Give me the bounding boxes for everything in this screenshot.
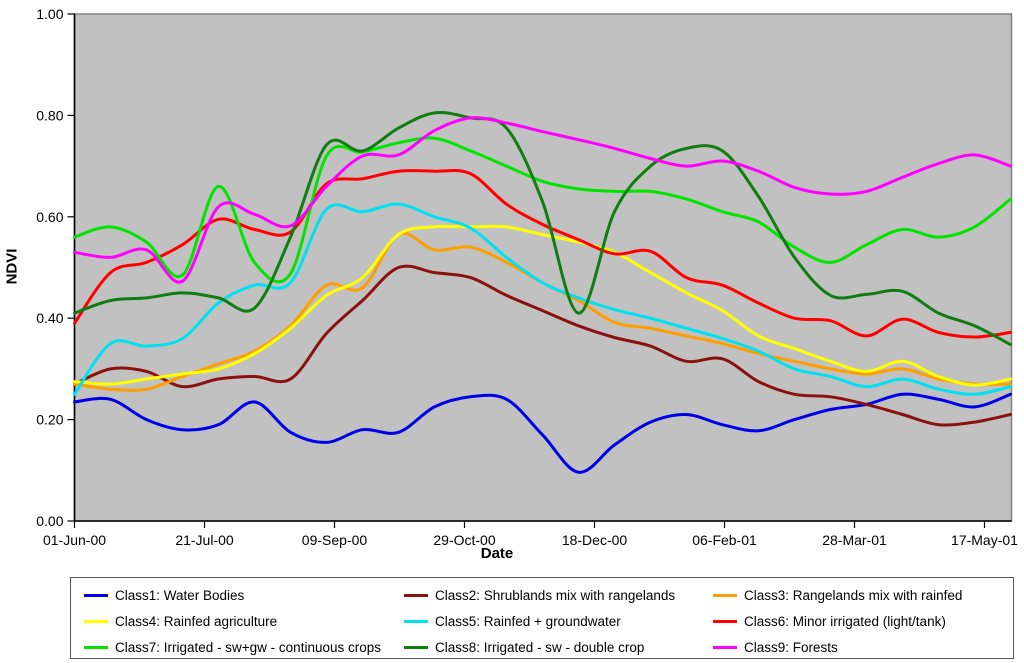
legend-label: Class5: Rainfed + groundwater (435, 613, 621, 629)
legend-label: Class1: Water Bodies (115, 587, 245, 603)
y-axis-tick-label: 0.80 (36, 107, 63, 123)
y-axis-tick-label: 0.00 (36, 513, 63, 529)
legend-item-class8: Class8: Irrigated - sw - double crop (404, 637, 644, 657)
legend-line-swatch-icon (84, 593, 108, 597)
legend-label: Class7: Irrigated - sw+gw - continuous c… (115, 639, 381, 655)
x-axis-tick-label: 21-Jul-00 (175, 532, 234, 548)
y-axis-tick-label: 0.60 (36, 209, 63, 225)
legend-line-swatch-icon (713, 619, 737, 623)
legend-label: Class4: Rainfed agriculture (115, 613, 278, 629)
legend-line-swatch-icon (84, 645, 108, 649)
legend-item-class7: Class7: Irrigated - sw+gw - continuous c… (84, 637, 381, 657)
x-axis-tick-label: 29-Oct-00 (433, 532, 495, 548)
chart-plot-area: 0.00 0.20 0.40 0.60 0.80 1.00 01-Jun-00 21-Jul-… (36, 6, 1018, 548)
y-axis-title: NDVI (3, 248, 21, 285)
series-line-class4 (73, 224, 1012, 387)
legend-label: Class9: Forests (744, 639, 838, 655)
legend-label: Class6: Minor irrigated (light/tank) (744, 613, 946, 629)
series-line-class5 (73, 202, 1012, 396)
x-axis-title: Date (480, 545, 514, 562)
x-axis-tick-label: 18-Dec-00 (562, 532, 628, 548)
legend-line-swatch-icon (84, 619, 108, 623)
y-axis-tick-label: 0.40 (36, 310, 63, 326)
y-axis-tick-label: 0.20 (36, 412, 63, 428)
x-axis-tick-label: 28-Mar-01 (822, 532, 887, 548)
x-axis-tick-label: 17-May-01 (951, 532, 1018, 548)
plot-background (73, 13, 1013, 522)
series-line-class7 (73, 136, 1012, 284)
legend-item-class1: Class1: Water Bodies (84, 585, 244, 605)
x-axis-tick-label: 06-Feb-01 (692, 532, 757, 548)
legend-line-swatch-icon (404, 593, 428, 597)
legend-line-swatch-icon (404, 619, 428, 623)
legend-item-class5: Class5: Rainfed + groundwater (404, 611, 621, 631)
legend-item-class3: Class3: Rangelands mix with rainfed (713, 585, 962, 605)
legend-item-class2: Class2: Shrublands mix with rangelands (404, 585, 675, 605)
legend-label: Class8: Irrigated - sw - double crop (435, 639, 645, 655)
y-axis-tick-label: 1.00 (36, 6, 63, 22)
series-line-class6 (73, 168, 1012, 339)
series-line-class8 (73, 111, 1012, 347)
x-axis-tick-label: 01-Jun-00 (43, 532, 106, 548)
chart-legend: Class1: Water Bodies Class2: Shrublands m… (70, 577, 1014, 659)
legend-item-class4: Class4: Rainfed agriculture (84, 611, 277, 631)
series-line-class9 (73, 116, 1012, 284)
legend-label: Class2: Shrublands mix with rangelands (435, 587, 676, 603)
series-line-class1 (73, 392, 1012, 474)
series-line-class2 (73, 264, 1012, 427)
legend-label: Class3: Rangelands mix with rainfed (744, 587, 963, 603)
legend-line-swatch-icon (404, 645, 428, 649)
legend-item-class6: Class6: Minor irrigated (light/tank) (713, 611, 946, 631)
legend-line-swatch-icon (713, 593, 737, 597)
x-axis-tick-label: 09-Sep-00 (302, 532, 368, 548)
legend-item-class9: Class9: Forests (713, 637, 838, 657)
legend-line-swatch-icon (713, 645, 737, 649)
